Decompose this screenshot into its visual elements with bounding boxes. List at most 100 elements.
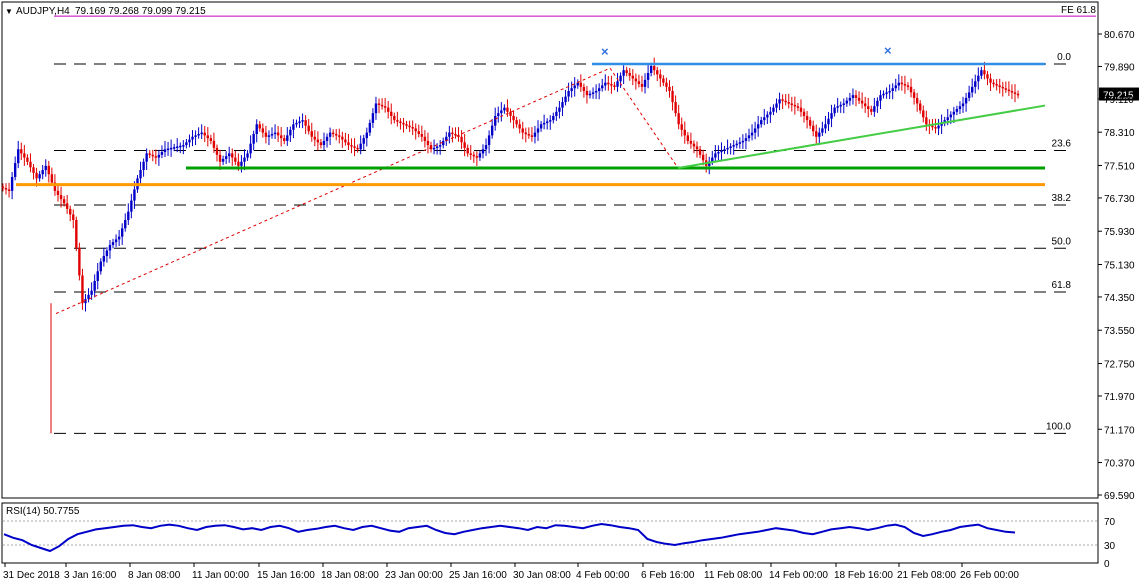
candle-body: [604, 82, 607, 86]
candle-body: [276, 132, 280, 136]
y-tick-label: 77.510: [1104, 161, 1135, 172]
candle-body: [741, 140, 745, 143]
candle-body: [1001, 86, 1004, 89]
candle-body: [29, 161, 32, 168]
candle-body: [224, 156, 228, 159]
last-price-badge: [1099, 87, 1139, 101]
candle-body: [610, 84, 613, 86]
candle-body: [231, 153, 234, 158]
fibonacci-label: 38.2: [1052, 193, 1072, 204]
candle-body: [506, 107, 509, 112]
candle-body: [952, 111, 956, 115]
candle-body: [127, 211, 130, 220]
y-tick-label: 74.350: [1104, 293, 1135, 304]
candle-body: [454, 133, 457, 136]
candle-body: [209, 138, 213, 141]
candle-body: [931, 125, 934, 128]
candle-body: [179, 145, 182, 148]
candle-body: [619, 75, 622, 82]
x-tick-label: 18 Feb 16:00: [834, 570, 893, 581]
candle-body: [845, 100, 849, 104]
candle-body: [62, 199, 66, 204]
candle-body: [967, 92, 971, 98]
candle-body: [912, 92, 916, 98]
candle-body: [26, 157, 29, 162]
candle-body: [891, 88, 894, 92]
candle-body: [316, 139, 320, 143]
candle-body: [961, 103, 965, 107]
candle-body: [386, 107, 390, 112]
candle-body: [784, 100, 787, 103]
x-tick-label: 14 Feb 00:00: [769, 570, 828, 581]
x-tick-label: 11 Jan 00:00: [192, 570, 250, 581]
rsi-label: RSI(14) 50.7755: [6, 506, 80, 517]
candle-body: [44, 165, 47, 171]
candle-body: [154, 156, 158, 158]
candle-body: [460, 136, 463, 143]
candle-body: [249, 143, 252, 154]
candle-body: [659, 74, 662, 79]
candle-body: [47, 165, 51, 175]
y-tick-label: 71.170: [1104, 425, 1135, 436]
candle-body: [711, 157, 714, 162]
candle-body: [922, 110, 925, 118]
candle-body: [368, 122, 372, 133]
axis-layer: 80.670 79.890 79.110 78.310 77.510 76.730 75.9…: [3, 30, 1135, 581]
candle-body: [451, 132, 454, 135]
candle-body: [824, 124, 827, 129]
candle-body: [756, 124, 760, 129]
candle-body: [735, 143, 738, 146]
candle-body: [218, 154, 222, 162]
candle-body: [423, 136, 427, 141]
candle-body: [530, 135, 534, 137]
candle-body: [854, 95, 858, 98]
candle-body: [331, 132, 335, 135]
candle-body: [729, 146, 732, 148]
candle-body: [38, 174, 41, 179]
candle-body: [176, 146, 179, 148]
candle-body: [17, 149, 20, 164]
x-tick-label: 8 Jan 08:00: [128, 570, 181, 581]
candle-body: [102, 256, 106, 262]
candle-body: [680, 124, 683, 130]
rsi-line: [3, 522, 1016, 553]
candle-body: [943, 120, 946, 123]
candle-body: [432, 147, 436, 150]
x-tick-label: 25 Jan 16:00: [449, 570, 507, 581]
candle-body: [307, 125, 310, 132]
candle-body: [313, 136, 317, 140]
candle-body: [206, 135, 209, 139]
candle-body: [445, 136, 448, 141]
candle-body: [769, 111, 772, 115]
candle-body: [692, 143, 696, 147]
candle-body: [151, 154, 154, 157]
candle-body: [521, 128, 524, 133]
candle-body: [955, 109, 959, 112]
fe-label: FE 61.8: [1061, 5, 1096, 16]
candle-body: [662, 78, 665, 83]
candle-body: [475, 156, 479, 158]
y-tick-label: 72.750: [1104, 360, 1135, 371]
candle-body: [597, 88, 601, 92]
candle-body: [32, 167, 35, 173]
main-chart-layer: 0.0 23.6 38.2 50.0 61.8 100.0 FE 61.8 × × 79.215: [1, 5, 1139, 434]
candle-body: [616, 81, 619, 87]
candle-body: [240, 161, 243, 166]
candle-body: [674, 102, 677, 114]
candle-body: [738, 142, 742, 144]
fib-anchor-line: [609, 67, 679, 169]
candle-body: [714, 153, 717, 158]
x-tick-label: 30 Jan 08:00: [513, 570, 571, 581]
y-tick-label: 79.890: [1104, 62, 1135, 73]
candle-body: [399, 121, 402, 124]
candle-body: [41, 170, 44, 175]
fibonacci-label: 0.0: [1057, 52, 1071, 63]
candle-body: [105, 250, 109, 257]
triangle-down-icon[interactable]: ▼: [5, 7, 13, 16]
fibonacci-label: 100.0: [1046, 421, 1071, 432]
candle-body: [879, 95, 882, 101]
candle-body: [882, 93, 885, 96]
candle-body: [390, 111, 393, 116]
candle-body: [524, 132, 527, 135]
candle-body: [808, 120, 812, 126]
